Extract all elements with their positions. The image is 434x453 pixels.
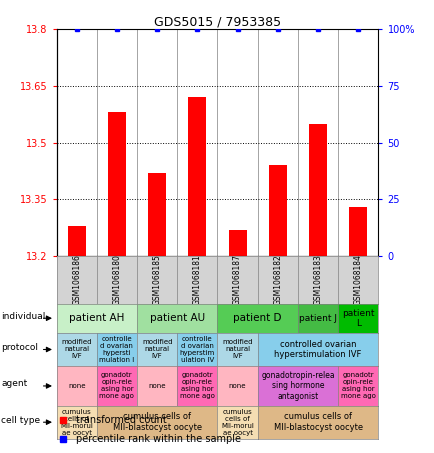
Text: GSM1068181: GSM1068181 bbox=[192, 254, 201, 305]
Text: GSM1068185: GSM1068185 bbox=[152, 254, 161, 305]
Text: cumulus
cells of
MII-morul
ae oocyt: cumulus cells of MII-morul ae oocyt bbox=[220, 409, 253, 436]
Text: modified
natural
IVF: modified natural IVF bbox=[141, 339, 172, 360]
Text: patient
L: patient L bbox=[341, 308, 374, 328]
Text: cumulus cells of
MII-blastocyst oocyte: cumulus cells of MII-blastocyst oocyte bbox=[273, 413, 362, 432]
Bar bbox=[268, 165, 286, 256]
Text: GSM1068184: GSM1068184 bbox=[353, 254, 362, 305]
Text: patient D: patient D bbox=[233, 313, 281, 323]
Bar bbox=[349, 207, 367, 256]
Text: modified
natural
IVF: modified natural IVF bbox=[61, 339, 92, 360]
Text: patient J: patient J bbox=[299, 314, 336, 323]
Text: modified
natural
IVF: modified natural IVF bbox=[222, 339, 252, 360]
Text: none: none bbox=[68, 383, 85, 389]
Text: gonadotr
opin-rele
asing hor
mone ago: gonadotr opin-rele asing hor mone ago bbox=[180, 372, 214, 400]
Text: transformed count: transformed count bbox=[76, 414, 166, 424]
Text: patient AU: patient AU bbox=[149, 313, 204, 323]
Text: gonadotropin-relea
sing hormone
antagonist: gonadotropin-relea sing hormone antagoni… bbox=[260, 371, 334, 401]
Text: GSM1068187: GSM1068187 bbox=[233, 254, 242, 305]
Bar bbox=[228, 230, 246, 256]
Text: GSM1068183: GSM1068183 bbox=[313, 254, 322, 305]
Text: none: none bbox=[148, 383, 165, 389]
Text: controlled ovarian
hyperstimulation IVF: controlled ovarian hyperstimulation IVF bbox=[274, 340, 361, 359]
Text: gonadotr
opin-rele
asing hor
mone ago: gonadotr opin-rele asing hor mone ago bbox=[99, 372, 134, 400]
Text: cumulus
cells of
MII-morul
ae oocyt: cumulus cells of MII-morul ae oocyt bbox=[60, 409, 93, 436]
Bar bbox=[148, 173, 166, 256]
Text: GSM1068186: GSM1068186 bbox=[72, 254, 81, 305]
Text: cumulus cells of
MII-blastocyst oocyte: cumulus cells of MII-blastocyst oocyte bbox=[112, 413, 201, 432]
Text: controlle
d ovarian
hypersti
mulation I: controlle d ovarian hypersti mulation I bbox=[99, 336, 134, 363]
Text: individual: individual bbox=[1, 312, 46, 321]
Text: GSM1068180: GSM1068180 bbox=[112, 254, 121, 305]
Title: GDS5015 / 7953385: GDS5015 / 7953385 bbox=[154, 15, 280, 28]
Text: GSM1068182: GSM1068182 bbox=[273, 254, 282, 305]
Bar bbox=[308, 124, 326, 256]
Text: cell type: cell type bbox=[1, 416, 40, 425]
Text: gonadotr
opin-rele
asing hor
mone ago: gonadotr opin-rele asing hor mone ago bbox=[340, 372, 375, 400]
Bar bbox=[108, 112, 126, 256]
Text: none: none bbox=[228, 383, 246, 389]
Text: controlle
d ovarian
hyperstim
ulation IV: controlle d ovarian hyperstim ulation IV bbox=[179, 336, 214, 363]
Bar bbox=[188, 97, 206, 256]
Bar bbox=[67, 226, 85, 256]
Text: agent: agent bbox=[1, 380, 27, 389]
Text: percentile rank within the sample: percentile rank within the sample bbox=[76, 434, 240, 444]
Text: patient AH: patient AH bbox=[69, 313, 124, 323]
Text: protocol: protocol bbox=[1, 343, 38, 352]
